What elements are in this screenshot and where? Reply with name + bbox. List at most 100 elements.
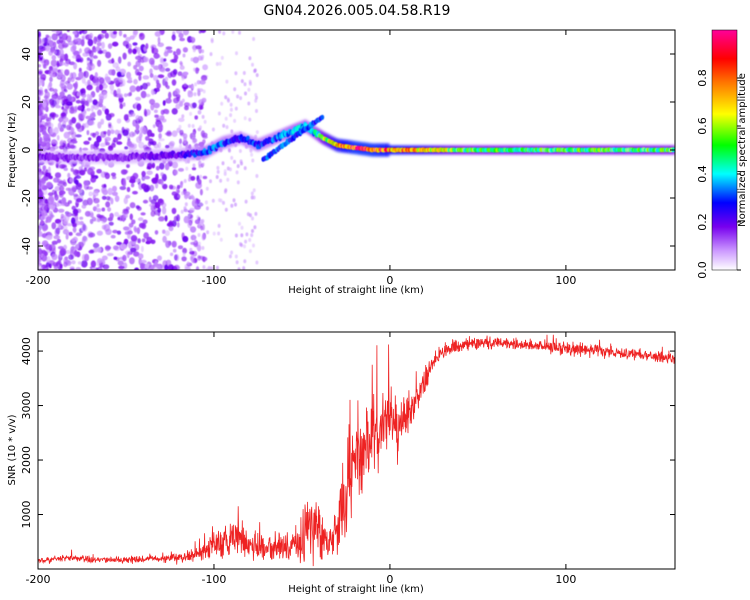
spectrogram-noise-blob [99,142,106,148]
spectrogram-noise-blob [57,198,63,207]
spectrogram-noise-blob [240,233,244,238]
snr-y-tick-label: 4000 [20,337,33,365]
spectrogram-noise-blob [182,247,188,254]
spectrogram-noise-blob [210,266,214,270]
spectrogram-noise-blob [53,50,57,55]
spectrogram-noise-blob [43,224,49,231]
spectrogram-noise-blob [57,122,62,130]
spectrogram-noise-blob [88,232,96,238]
spectrogram-noise-blob [131,219,136,225]
spectrogram-noise-blob [132,190,138,195]
spectrogram-noise-blob [164,81,168,88]
spectrogram-noise-blob [51,253,58,261]
spectrogram-noise-blob [209,179,212,184]
spectrogram-noise-blob [251,62,254,67]
spectrogram-noise-blob [78,113,83,121]
spectrogram-noise-blob [117,93,124,99]
spectrogram-noise-blob [240,243,243,248]
spectrogram-noise-blob [75,134,82,138]
spectrogram-noise-blob [160,179,164,186]
spectrogram-noise-blob [122,52,127,60]
spectrogram-noise-blob [194,82,198,87]
spectrogram-noise-blob [139,131,143,139]
spectrogram-noise-blob [116,118,122,124]
spectrogram-noise-blob [99,77,105,84]
spectrogram-noise-blob [72,222,78,228]
spectrogram-noise-blob [236,180,240,185]
spectrogram-noise-blob [101,207,106,212]
spectrogram-noise-blob [38,141,41,149]
spectrogram-noise-blob [190,57,194,62]
spectrogram-noise-blob [86,57,91,61]
spectrogram-noise-blob [70,106,77,112]
spectrogram-noise-blob [193,235,197,240]
spectrogram-noise-blob [233,159,236,164]
spectrogram-noise-blob [233,118,237,123]
spectrogram-noise-blob [45,235,53,241]
spectrogram-noise-blob [88,191,93,197]
snr-x-tick-label: -100 [201,573,226,586]
figure-title: GN04.2026.005.04.58.R19 [264,3,451,19]
spectrogram-noise-blob [218,30,222,34]
spectrogram-noise-blob [135,123,140,131]
spectrogram-noise-blob [54,218,62,224]
spectrogram-noise-blob [52,113,55,120]
spectrogram-noise-blob [68,119,73,126]
spectrogram-noise-blob [183,136,187,144]
spectrogram-noise-blob [223,169,227,174]
spectrogram-noise-blob [169,252,174,257]
spectrogram-noise-blob [38,120,41,125]
spectrogram-noise-blob [73,250,78,257]
spectrogram-noise-blob [164,215,168,222]
spectrogram-noise-blob [119,103,124,110]
spectrogram-noise-blob [107,252,114,257]
spectrogram-noise-blob [110,172,117,177]
snr-y-ticks: 1000 2000 3000 4000 [20,337,675,529]
spectrogram-noise-blob [202,175,208,180]
spectrogram-noise-blob [179,138,182,145]
spectrogram-noise-blob [112,245,119,251]
spectrogram-noise-blob [101,224,107,230]
spectrogram-noise-blob [112,185,117,192]
spectrogram-noise-blob [46,181,53,188]
spectrogram-noise-blob [63,131,70,139]
spectrogram-noise-blob [42,101,47,108]
spectrogram-noise-blob [225,125,229,130]
spectrogram-noise-blob [101,195,107,200]
spectrogram-noise-blob [51,74,56,78]
spectrogram-noise-blob [87,79,91,86]
spectrogram-noise-blob [229,113,233,118]
spectrogram-noise-blob [38,105,41,110]
snr-x-ticks: -200 -100 0 100 [26,332,576,586]
spectrogram-noise-blob [73,89,78,97]
spectrogram-noise-blob [160,172,164,177]
spectrogram-noise-blob [121,211,128,215]
spectrogram-noise-blob [127,61,132,67]
spectrogram-noise-blob [222,123,226,128]
spectrogram-noise-blob [190,214,194,219]
spectrogram-noise-blob [38,70,43,75]
spectrogram-noise-blob [123,34,127,38]
colorbar-tick-label: 0.2 [696,213,709,231]
spectrogram-noise-blob [125,250,132,256]
spectrogram-y-ticks: -40 -20 0 20 40 [20,47,675,255]
spectrogram-noise-blob [107,43,113,49]
spectrogram-noise-blob [140,259,147,264]
spectrogram-noise-blob [63,89,68,93]
spectrogram-noise-blob [96,203,100,208]
spectrogram-noise-blob [153,102,160,109]
spectrogram-noise-blob [74,179,79,185]
spectrogram-noise-blob [62,229,69,235]
spectrogram-noise-blob [199,79,206,85]
spectrogram-noise-blob [215,62,219,66]
spectrogram-noise-blob [40,141,47,148]
spectrogram-noise-blob [97,214,103,219]
spectrogram-noise-blob [101,218,106,224]
spectrogram-noise-blob [45,219,48,224]
spectrogram-noise-blob [100,118,105,125]
spectrogram-noise-blob [53,263,59,270]
spectrogram-noise-blob [252,243,255,248]
spectrogram-noise-blob [56,238,62,244]
spectrogram-noise-blob [95,131,100,136]
spectrogram-noise-blob [92,132,97,138]
